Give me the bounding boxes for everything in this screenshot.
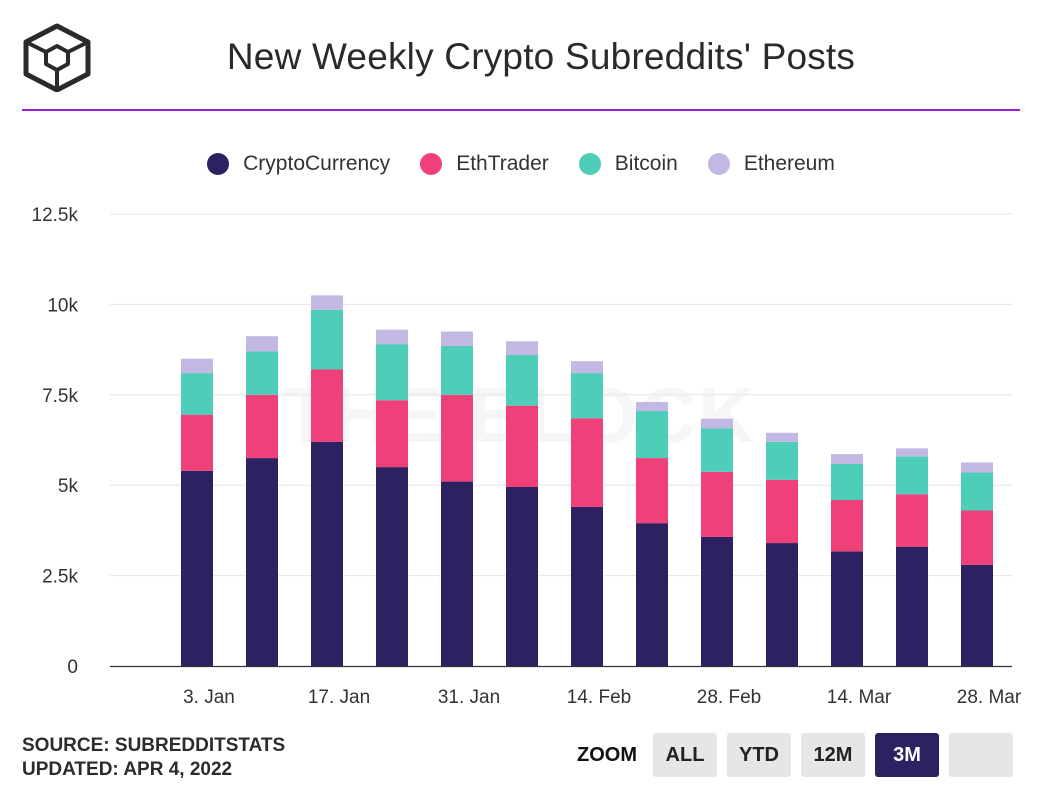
legend-item-ethtrader[interactable]: EthTrader: [420, 152, 549, 176]
legend-swatch-ethereum: [707, 153, 730, 175]
chart-footer: SOURCE: SUBREDDITSTATS UPDATED: APR 4, 2…: [22, 734, 285, 782]
bar-cryptocurrency-4: [441, 481, 473, 666]
bar-ethereum-9: [766, 432, 798, 442]
chart-title: New Weekly Crypto Subreddits' Posts: [226, 36, 856, 77]
updated-note: UPDATED: APR 4, 2022: [22, 759, 233, 780]
bar-ethtrader-3: [376, 400, 408, 468]
bar-ethtrader-9: [766, 479, 798, 544]
legend-swatch-cryptocurrency: [207, 153, 230, 175]
bar-cryptocurrency-7: [636, 523, 668, 666]
x-tick-label: 3. Jan: [183, 687, 235, 708]
x-tick-label: 14. Mar: [827, 687, 892, 708]
legend-item-ethereum[interactable]: Ethereum: [707, 152, 835, 176]
bar-ethtrader-4: [441, 394, 473, 482]
y-tick-label: 12.5k: [32, 205, 79, 226]
bar-ethtrader-10: [831, 500, 863, 552]
bar-cryptocurrency-9: [766, 543, 798, 666]
bar-ethtrader-8: [701, 471, 733, 537]
bar-ethereum-7: [636, 402, 668, 412]
bar-bitcoin-5: [506, 355, 538, 406]
bar-ethtrader-5: [506, 405, 538, 488]
y-tick-label: 7.5k: [42, 386, 78, 407]
bar-bitcoin-4: [441, 345, 473, 395]
bar-cryptocurrency-2: [311, 441, 343, 666]
bar-ethereum-10: [831, 454, 863, 464]
legend-label-ethtrader: EthTrader: [456, 152, 549, 175]
bar-bitcoin-8: [701, 428, 733, 472]
bar-ethereum-8: [701, 418, 733, 429]
x-tick-label: 28. Mar: [957, 687, 1022, 708]
bar-bitcoin-9: [766, 441, 798, 480]
bar-cryptocurrency-12: [961, 564, 993, 666]
bar-bitcoin-11: [896, 456, 928, 495]
chart-legend: CryptoCurrency EthTrader Bitcoin Ethereu…: [0, 152, 1042, 176]
legend-item-bitcoin[interactable]: Bitcoin: [578, 152, 678, 176]
zoom-controls: ZOOM ALL YTD 12M 3M: [577, 733, 1013, 777]
source-note: SOURCE: SUBREDDITSTATS: [22, 735, 286, 756]
zoom-blank-button[interactable]: [949, 733, 1013, 777]
x-tick-label: 17. Jan: [308, 687, 370, 708]
legend-item-cryptocurrency[interactable]: CryptoCurrency: [207, 152, 390, 176]
x-tick-label: 31. Jan: [438, 687, 500, 708]
y-tick-label: 5k: [58, 476, 79, 497]
bar-ethereum-3: [376, 329, 408, 345]
bar-ethtrader-12: [961, 510, 993, 565]
bar-ethtrader-2: [311, 369, 343, 442]
bar-cryptocurrency-1: [246, 458, 278, 666]
bar-cryptocurrency-11: [896, 546, 928, 666]
bar-bitcoin-2: [311, 309, 343, 370]
zoom-ytd-button[interactable]: YTD: [727, 733, 791, 777]
bar-bitcoin-0: [181, 373, 213, 415]
y-tick-label: 2.5k: [42, 567, 78, 588]
legend-label-cryptocurrency: CryptoCurrency: [243, 152, 391, 175]
y-tick-label: 10k: [47, 295, 78, 316]
bar-bitcoin-7: [636, 411, 668, 459]
x-tick-label: 28. Feb: [697, 687, 761, 708]
bar-cryptocurrency-6: [571, 506, 603, 666]
title-divider: [22, 109, 1020, 111]
x-tick-label: 14. Feb: [567, 687, 631, 708]
bar-cryptocurrency-10: [831, 551, 863, 666]
bar-cryptocurrency-8: [701, 536, 733, 666]
bar-bitcoin-1: [246, 351, 278, 395]
y-tick-label: 0: [67, 657, 78, 678]
zoom-label: ZOOM: [577, 743, 637, 766]
zoom-all-button[interactable]: ALL: [653, 733, 717, 777]
bar-ethereum-11: [896, 448, 928, 457]
bar-bitcoin-6: [571, 373, 603, 419]
bar-ethereum-12: [961, 462, 993, 473]
bar-ethereum-2: [311, 295, 343, 310]
bar-ethtrader-1: [246, 394, 278, 459]
bar-cryptocurrency-5: [506, 487, 538, 666]
bar-bitcoin-12: [961, 472, 993, 511]
bar-bitcoin-3: [376, 344, 408, 401]
bar-cryptocurrency-0: [181, 470, 213, 666]
bar-ethereum-4: [441, 331, 473, 346]
bar-ethereum-6: [571, 361, 603, 374]
legend-label-ethereum: Ethereum: [743, 152, 835, 175]
bar-ethtrader-6: [571, 418, 603, 507]
bar-ethereum-0: [181, 358, 213, 374]
legend-label-bitcoin: Bitcoin: [614, 152, 678, 175]
bar-bitcoin-10: [831, 463, 863, 501]
legend-swatch-ethtrader: [420, 153, 443, 175]
legend-swatch-bitcoin: [578, 153, 601, 175]
zoom-12m-button[interactable]: 12M: [801, 733, 865, 777]
bar-ethtrader-11: [896, 494, 928, 547]
bar-cryptocurrency-3: [376, 467, 408, 666]
bar-ethtrader-0: [181, 414, 213, 471]
zoom-3m-button[interactable]: 3M: [875, 733, 939, 777]
bar-ethereum-5: [506, 341, 538, 356]
bar-ethtrader-7: [636, 458, 668, 524]
the-block-logo-icon: [23, 23, 91, 92]
bar-ethereum-1: [246, 336, 278, 352]
